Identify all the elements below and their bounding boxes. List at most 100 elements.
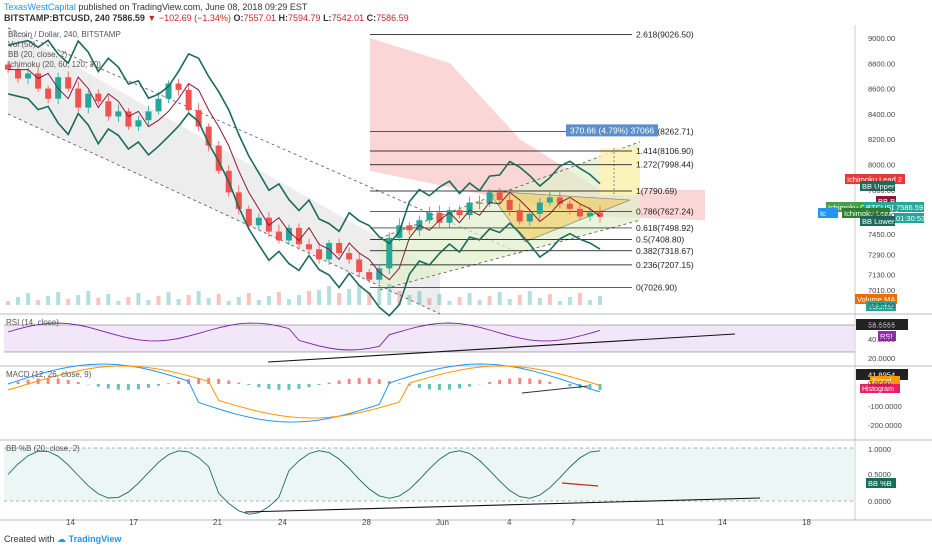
candle xyxy=(486,192,493,204)
candle xyxy=(195,110,202,127)
candle xyxy=(476,202,483,204)
price-axis-label: 7130.00 xyxy=(868,271,895,280)
volume-bar xyxy=(266,296,271,305)
publish-info: TexasWestCapital published on TradingVie… xyxy=(4,2,307,13)
price-axis-label: 7290.00 xyxy=(868,250,895,259)
volume-bar xyxy=(367,292,372,305)
time-axis-label: 24 xyxy=(278,518,287,527)
candle xyxy=(25,73,32,79)
macd-histogram-bar xyxy=(146,384,150,388)
candle xyxy=(456,210,463,216)
macd-histogram-bar xyxy=(227,380,231,384)
tag-ichimoku-lead2-bg xyxy=(845,174,905,184)
h-label: H: xyxy=(278,13,289,23)
macd-histogram-bar xyxy=(197,378,201,384)
macd-histogram-bar xyxy=(297,384,301,389)
macd-histogram-bar xyxy=(96,384,100,387)
tag-btcusd: BTCUSD xyxy=(866,203,897,212)
volume-bar xyxy=(337,293,342,305)
volume-bar xyxy=(567,297,572,305)
rising-lower-line xyxy=(379,219,641,291)
volume-bar xyxy=(246,293,251,305)
macd-histogram-bar xyxy=(458,384,462,389)
fib-label: 2.618(9026.50) xyxy=(636,30,694,40)
candle xyxy=(426,212,433,221)
macd-histogram-bar xyxy=(588,384,592,390)
volume-bar xyxy=(256,300,261,305)
macd-histogram-bar xyxy=(26,379,30,384)
price-change: −102.69 (−1.34%) xyxy=(158,13,231,23)
time-axis-label: Jun xyxy=(436,518,449,527)
footer-brand[interactable]: TradingView xyxy=(68,534,122,544)
candle xyxy=(526,213,533,222)
candle xyxy=(205,126,212,146)
author-link[interactable]: TexasWestCapital xyxy=(4,2,76,12)
bbpct-axis-label: 0.5000 xyxy=(868,470,891,479)
time-axis-label: 17 xyxy=(129,518,138,527)
macd-histogram-bar xyxy=(367,378,371,384)
macd-line xyxy=(7,363,601,423)
bbpct-line xyxy=(7,450,601,515)
fib-label: 0.5(7408.80) xyxy=(636,234,684,244)
o-label: O: xyxy=(233,13,244,23)
candle xyxy=(576,208,583,217)
time-axis-label: 14 xyxy=(66,518,75,527)
rsi-line xyxy=(7,322,601,351)
bbpct-band xyxy=(4,448,855,501)
fib-label: 1.618(8262.71) xyxy=(636,126,694,136)
tag-bb-lower: BB Lower xyxy=(862,217,895,226)
candle xyxy=(376,268,383,280)
tag-ichimoku-lead2: Ichimoku Lead 2 xyxy=(847,175,902,184)
volume-bar xyxy=(106,294,111,305)
volume-bar xyxy=(146,300,151,305)
bb-upper-line xyxy=(7,39,601,245)
macd-trendline xyxy=(521,385,589,394)
tag-ichimoku-short: Ic xyxy=(820,209,826,218)
macd-histogram-bar xyxy=(548,381,552,384)
time-axis-label: 14 xyxy=(718,518,727,527)
candle xyxy=(75,88,82,108)
macd-histogram-bar xyxy=(377,379,381,384)
candle xyxy=(516,210,523,222)
tag-ichimoku-lead1: Ichimoku Lead 1 xyxy=(844,209,899,218)
macd-histogram-bar xyxy=(116,384,120,390)
candle xyxy=(105,101,112,117)
fib-label: 0.382(7318.67) xyxy=(636,246,694,256)
candle xyxy=(346,253,353,260)
volume-bar xyxy=(507,299,512,305)
volume-bar xyxy=(286,299,291,305)
candle xyxy=(235,192,242,209)
tradingview-logo-icon: ☁ xyxy=(57,534,67,544)
macd-histogram-bar xyxy=(247,384,251,386)
tag-price-bg xyxy=(894,202,924,212)
macd-histogram-bar xyxy=(317,384,321,385)
candle xyxy=(306,244,313,250)
candle xyxy=(295,227,302,245)
macd-histogram-bar xyxy=(528,378,532,384)
bb-basis-line xyxy=(8,69,601,281)
bbpct-axis-label: 0.0000 xyxy=(868,497,891,506)
time-axis-label: 11 xyxy=(656,518,665,527)
candle xyxy=(546,197,553,203)
macd-histogram-bar xyxy=(518,378,522,384)
candle xyxy=(366,272,373,280)
macd-histogram-bar xyxy=(578,384,582,389)
bbpct-tag-bg xyxy=(866,478,896,488)
time-axis-label: 21 xyxy=(213,518,222,527)
candle xyxy=(556,197,563,204)
volume-bar xyxy=(36,300,41,305)
macd-histogram-bar xyxy=(327,382,331,384)
volume-bar xyxy=(26,293,31,305)
legend-symbol: Bitcoin / Dollar, 240, BITSTAMP xyxy=(8,30,121,39)
macd-signal-line xyxy=(7,365,601,419)
ichimoku-cloud xyxy=(370,38,705,221)
candle xyxy=(255,217,262,226)
candle xyxy=(15,69,22,79)
volume-bar xyxy=(447,301,452,305)
macd-histogram-bar xyxy=(106,384,110,389)
macd-histogram-bar xyxy=(177,381,181,384)
candle xyxy=(145,111,152,121)
candle xyxy=(175,83,182,90)
tag-ichimoku-conv-bg xyxy=(826,202,871,212)
